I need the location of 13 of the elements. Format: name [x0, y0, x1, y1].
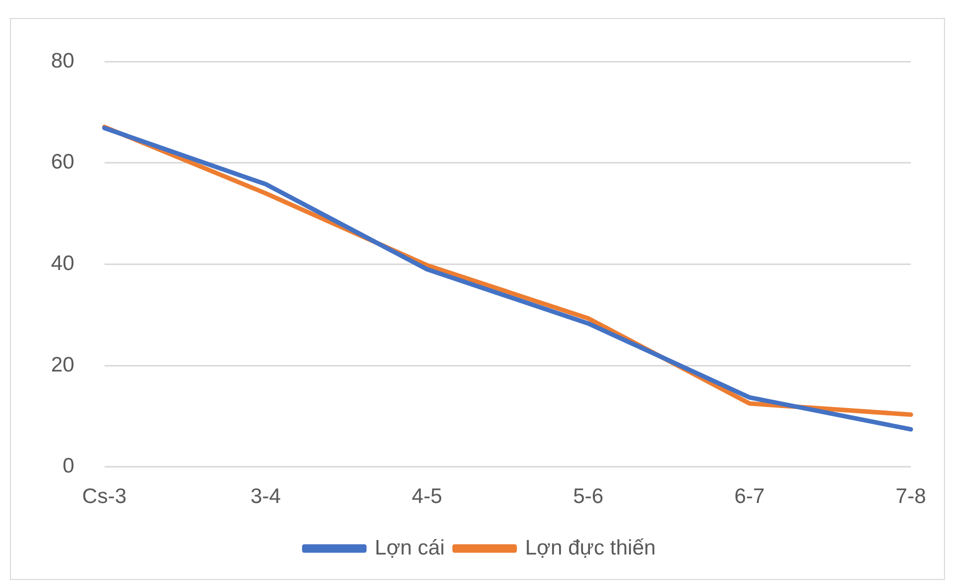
x-tick-label: Cs-3 — [82, 485, 127, 508]
legend-label: Lợn đực thiến — [525, 536, 656, 560]
x-tick-label: 5-6 — [573, 485, 604, 508]
x-tick-label: 7-8 — [896, 485, 926, 508]
y-tick-label: 0 — [62, 454, 74, 478]
y-tick-label: 40 — [51, 252, 74, 275]
x-tick-label: 4-5 — [412, 485, 442, 508]
y-tick-label: 20 — [51, 353, 74, 376]
legend-label: Lợn cái — [374, 536, 445, 560]
x-tick-label: 3-4 — [250, 485, 282, 508]
x-tick-label: 6-7 — [734, 485, 765, 508]
y-tick-label: 80 — [51, 49, 74, 72]
y-tick-label: 60 — [51, 150, 74, 174]
